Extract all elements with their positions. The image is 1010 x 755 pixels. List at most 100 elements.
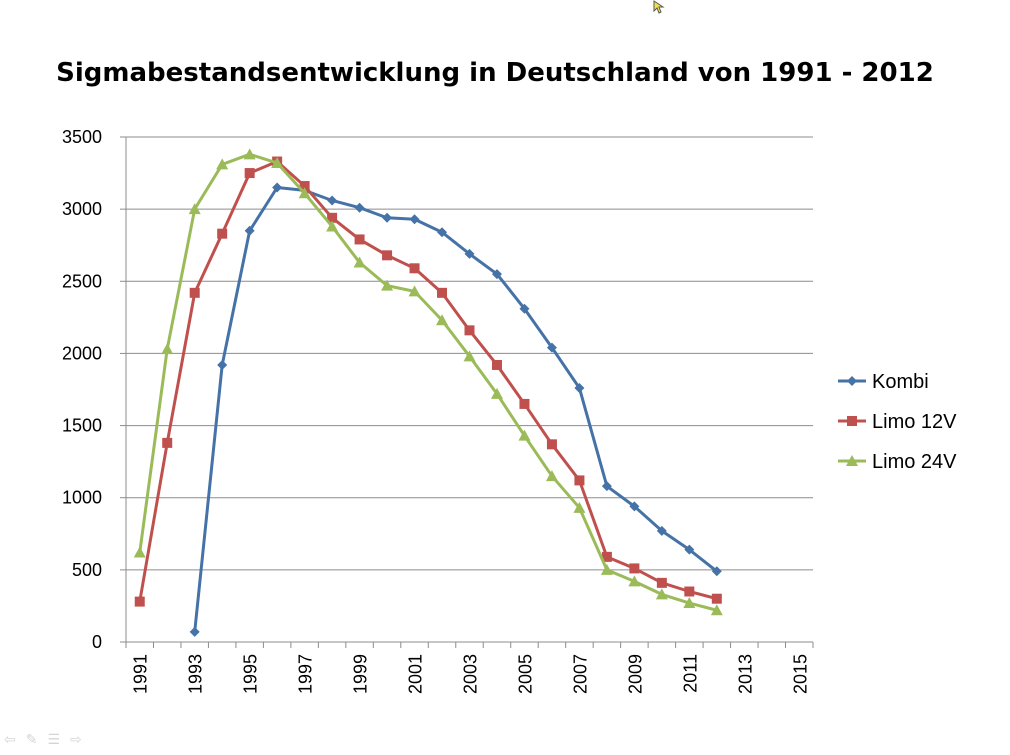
data-point — [162, 437, 173, 448]
x-tick-label: 2011 — [680, 654, 700, 693]
data-point — [436, 314, 449, 326]
x-tick-label: 1991 — [131, 654, 151, 694]
data-point — [711, 593, 722, 604]
legend-marker — [847, 376, 857, 386]
data-point — [655, 588, 668, 600]
data-point — [382, 212, 393, 223]
series-line — [138, 152, 718, 612]
data-point — [354, 202, 365, 213]
series-lines — [133, 148, 723, 637]
data-point — [134, 596, 145, 607]
data-point — [188, 203, 201, 215]
legend: Kombi Limo 12V Limo 24V — [838, 371, 957, 473]
x-tick-label: 2005 — [515, 654, 535, 694]
data-point — [463, 350, 476, 362]
data-point — [327, 195, 338, 206]
data-point — [546, 439, 557, 450]
legend-marker — [846, 455, 858, 466]
y-tick-label: 1000 — [62, 488, 102, 508]
axes: 0 500 1000 1500 2000 2500 3000 3500 1991 1993 1995… — [62, 127, 814, 694]
pen-icon[interactable]: ✎ — [25, 732, 38, 748]
data-point — [491, 269, 502, 280]
data-point — [601, 481, 612, 492]
legend-marker — [847, 416, 857, 426]
series-line — [138, 160, 718, 602]
x-tick-label: 2001 — [406, 654, 426, 694]
mouse-pointer-icon — [653, 0, 665, 14]
data-point — [189, 287, 200, 298]
x-tick-label: 2009 — [625, 654, 645, 694]
legend-label: Kombi — [872, 371, 929, 393]
data-point — [683, 597, 696, 609]
series-limo-24v — [133, 148, 723, 616]
legend-label: Limo 12V — [872, 411, 957, 433]
data-point — [408, 285, 421, 297]
y-tick-label: 2500 — [62, 271, 102, 291]
legend-item: Limo 12V — [838, 411, 957, 433]
data-point — [519, 303, 530, 314]
next-slide-icon[interactable]: ⇨ — [70, 732, 82, 748]
x-tick-label: 1993 — [186, 654, 206, 694]
x-tick-label: 1995 — [241, 654, 261, 694]
data-point — [574, 475, 585, 486]
data-point — [573, 501, 586, 513]
data-point — [491, 359, 502, 370]
slide-navigation[interactable]: ⇦ ✎ ☰ ⇨ — [4, 732, 82, 748]
data-point — [244, 225, 255, 236]
x-tick-label: 2007 — [570, 654, 590, 694]
data-point — [353, 256, 366, 268]
data-point — [546, 342, 557, 353]
data-point — [656, 577, 667, 588]
data-point — [409, 263, 420, 274]
data-point — [217, 228, 228, 239]
y-tick-label: 500 — [72, 560, 102, 580]
data-point — [382, 250, 393, 261]
x-tick-label: 1999 — [351, 654, 371, 694]
data-point — [272, 182, 283, 193]
legend-item: Limo 24V — [838, 451, 957, 473]
data-point — [217, 359, 228, 370]
data-point — [518, 429, 531, 441]
data-point — [574, 383, 585, 394]
data-point — [600, 563, 613, 575]
data-point — [628, 575, 641, 587]
data-point — [684, 544, 695, 555]
x-tick-label: 2015 — [790, 654, 810, 694]
prev-slide-icon[interactable]: ⇦ — [4, 732, 16, 748]
data-point — [133, 546, 146, 558]
legend-item: Kombi — [838, 371, 929, 393]
menu-icon[interactable]: ☰ — [47, 732, 61, 748]
data-point — [519, 398, 530, 409]
series-line — [193, 186, 718, 633]
data-point — [656, 525, 667, 536]
series-limo-12v — [134, 156, 722, 607]
data-point — [298, 187, 311, 199]
y-tick-label: 3000 — [62, 199, 102, 219]
data-point — [216, 158, 229, 170]
data-point — [464, 325, 475, 336]
data-point — [244, 168, 255, 179]
data-point — [710, 604, 723, 616]
chart-title: Sigmabestandsentwicklung in Deutschland … — [56, 58, 934, 88]
data-point — [437, 287, 448, 298]
data-point — [490, 387, 503, 399]
data-point — [299, 181, 310, 192]
data-point — [684, 586, 695, 597]
series-kombi — [189, 182, 722, 637]
x-tick-label: 2003 — [461, 654, 481, 694]
y-tick-label: 3500 — [62, 127, 102, 147]
data-point — [189, 626, 200, 637]
data-point — [354, 234, 365, 245]
data-point — [326, 220, 339, 232]
x-tick-label: 2013 — [735, 654, 755, 694]
y-tick-label: 1500 — [62, 416, 102, 436]
y-tick-label: 0 — [92, 632, 102, 652]
data-point — [629, 563, 640, 574]
legend-label: Limo 24V — [872, 451, 957, 473]
data-point — [711, 566, 722, 577]
data-point — [629, 501, 640, 512]
data-point — [381, 279, 394, 291]
y-tick-label: 2000 — [62, 343, 102, 363]
